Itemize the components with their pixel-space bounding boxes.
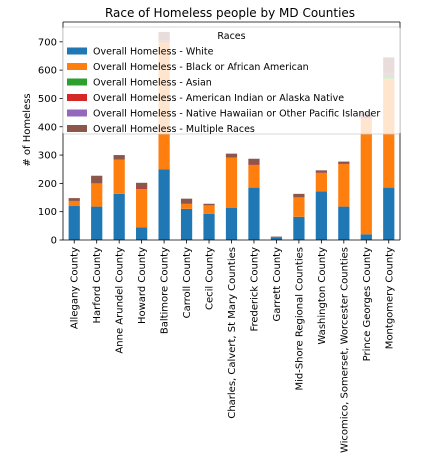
bar-segment: [248, 188, 259, 240]
legend-label: Overall Homeless - Black or African Amer…: [93, 62, 309, 73]
x-tick-label: Baltimore County: [160, 247, 171, 334]
bar-segment: [136, 227, 147, 240]
bar-segment: [226, 157, 237, 158]
y-tick-label: 200: [38, 179, 57, 190]
bar-segment: [338, 164, 349, 165]
x-tick-label: Garrett County: [272, 247, 283, 322]
bar-segment: [316, 170, 327, 172]
y-tick-label: 400: [38, 122, 57, 133]
legend-swatch: [67, 79, 87, 86]
bar-segment: [293, 198, 304, 217]
bar-segment: [338, 164, 349, 206]
bar-segment: [91, 207, 102, 240]
bar-segment: [203, 205, 214, 213]
bar-segment: [136, 188, 147, 189]
y-tick-label: 500: [38, 94, 57, 105]
legend-swatch: [67, 94, 87, 101]
bar-segment: [271, 237, 282, 240]
x-tick-label: Frederick County: [249, 247, 260, 332]
x-tick-label: Prince Georges County: [362, 247, 373, 361]
x-tick-label: Anne Arundel County: [115, 247, 126, 354]
bar-segment: [181, 199, 192, 204]
legend-swatch: [67, 63, 87, 70]
y-tick-label: 100: [38, 207, 57, 218]
bar-segment: [181, 204, 192, 209]
bar-segment: [293, 194, 304, 197]
legend-label: Overall Homeless - Multiple Races: [93, 124, 255, 135]
chart-title: Race of Homeless people by MD Counties: [105, 6, 355, 20]
legend-label: Overall Homeless - American Indian or Al…: [93, 93, 344, 104]
legend-label: Overall Homeless - White: [93, 47, 214, 58]
y-tick-label: 700: [38, 37, 57, 48]
legend-swatch: [67, 110, 87, 117]
bar-segment: [69, 198, 80, 201]
bar-segment: [361, 118, 372, 234]
y-tick-label: 600: [38, 66, 57, 77]
bar-segment: [136, 183, 147, 189]
bar-segment: [316, 191, 327, 240]
bar-segment: [383, 188, 394, 240]
y-tick-label: 0: [51, 236, 57, 247]
x-tick-label: Washington County: [317, 247, 328, 345]
y-axis-title: # of Homeless: [22, 93, 33, 166]
legend-swatch: [67, 48, 87, 55]
bar-segment: [114, 155, 125, 159]
x-tick-label: Harford County: [92, 247, 103, 324]
bar-segment: [114, 160, 125, 194]
bar-segment: [248, 159, 259, 165]
bar-segment: [69, 201, 80, 206]
x-tick-label: Howard County: [137, 247, 148, 324]
y-tick-label: 300: [38, 151, 57, 162]
x-tick-label: Montgomery County: [384, 247, 395, 349]
bar-segment: [361, 234, 372, 240]
bar-segment: [338, 162, 349, 164]
legend-label: Overall Homeless - Asian: [93, 78, 212, 89]
bar-segment: [248, 165, 259, 188]
bar-segment: [271, 237, 282, 238]
x-tick-label: Wicomico, Somerset, Worcester Counties: [339, 247, 350, 453]
bar-segment: [293, 217, 304, 240]
x-tick-label: Mid-Shore Regional Counties: [294, 247, 305, 391]
x-tick-label: Allegany County: [70, 247, 81, 329]
legend-swatch: [67, 125, 87, 132]
bar-segment: [226, 154, 237, 157]
x-tick-label: Cecil County: [205, 247, 216, 310]
bar-segment: [203, 214, 214, 240]
legend-title: Races: [217, 31, 245, 42]
x-tick-label: Carroll County: [182, 247, 193, 318]
bar-segment: [316, 173, 327, 191]
bar-segment: [91, 183, 102, 206]
bar-segment: [158, 169, 169, 240]
bar-segment: [181, 209, 192, 240]
bar-segment: [114, 194, 125, 240]
bar-segment: [91, 176, 102, 184]
bar-segment: [136, 189, 147, 227]
bar-segment: [226, 208, 237, 240]
bar-segment: [338, 207, 349, 240]
bar-segment: [248, 164, 259, 165]
x-tick-label: Charles, Calvert, St Mary Counties: [227, 247, 238, 419]
bar-segment: [69, 206, 80, 240]
bar-segment: [203, 204, 214, 205]
legend-label: Overall Homeless - Native Hawaiian or Ot…: [93, 109, 380, 120]
bar-segment: [226, 158, 237, 208]
bar-segment: [114, 159, 125, 160]
